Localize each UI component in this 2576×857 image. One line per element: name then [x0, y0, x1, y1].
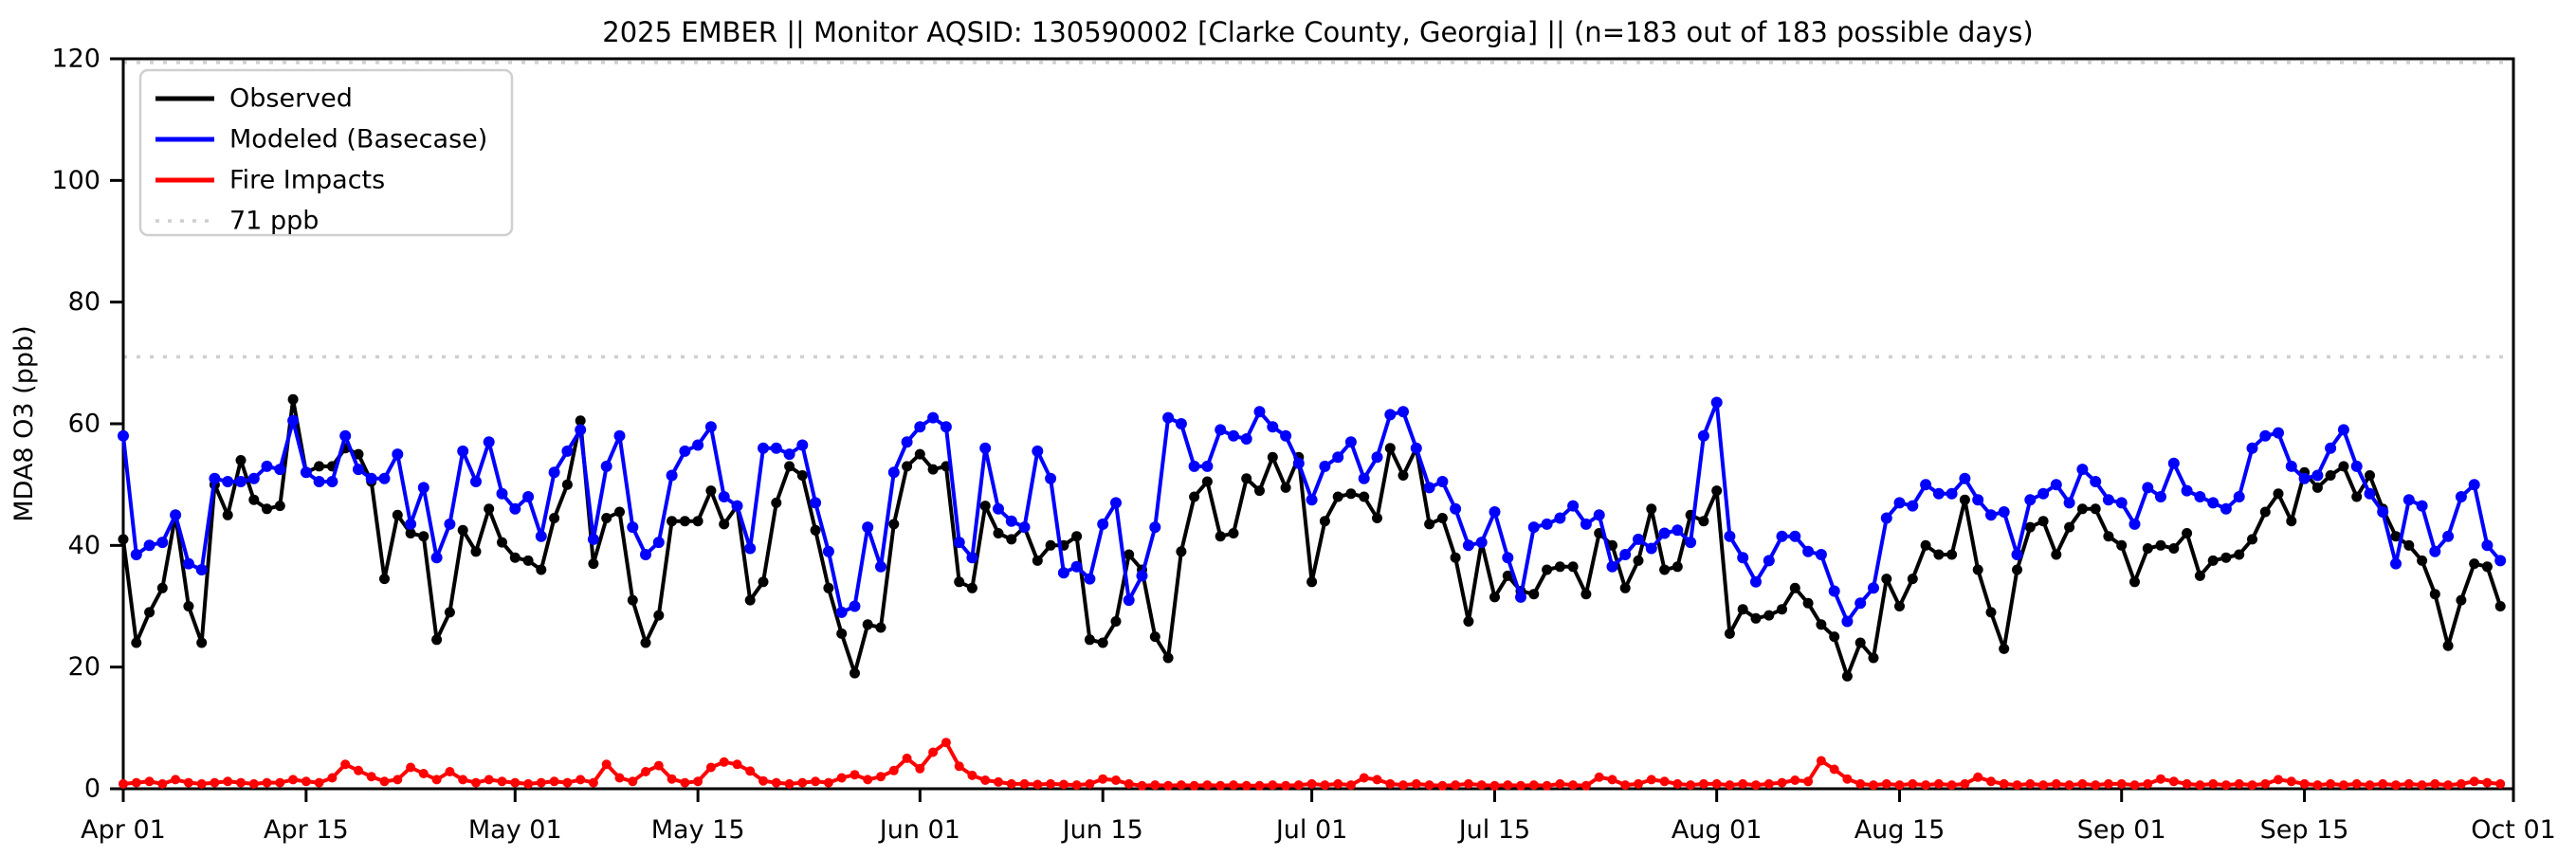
legend-label: Observed [229, 84, 353, 114]
plot-area: 0 20 40 60 80 100 120 Apr 01 Apr 15 May 01 May 15 J… [51, 45, 2555, 846]
x-tick-label: Jul 15 [1457, 815, 1531, 845]
x-tick-label: Sep 01 [2077, 815, 2166, 845]
x-tick-label: May 01 [468, 815, 562, 845]
x-tick-label: Aug 15 [1854, 815, 1946, 845]
legend: Observed Modeled (Basecase) Fire Impacts 71… [138, 68, 514, 237]
observed-line [121, 397, 2503, 679]
legend-item-modeled-basecase-: Modeled (Basecase) [155, 125, 487, 155]
modeled-basecase-line [121, 400, 2503, 624]
observed-markers [118, 393, 2506, 682]
y-axis-label: MDA8 O3 (ppb) [9, 325, 39, 521]
legend-label: Modeled (Basecase) [229, 125, 487, 155]
x-tick-label: Sep 15 [2260, 815, 2349, 845]
y-tick-label: 120 [51, 45, 100, 74]
x-tick-label: Jun 01 [878, 815, 960, 845]
legend-item-fire-impacts: Fire Impacts [155, 166, 385, 195]
series-fire-impacts [119, 738, 2506, 791]
legend-label: 71 ppb [229, 207, 319, 236]
fire-impacts-markers [119, 738, 2506, 791]
modeled-basecase-markers [118, 396, 2507, 628]
x-tick-label: Jul 01 [1274, 815, 1348, 845]
y-axis: 0 20 40 60 80 100 120 [51, 45, 123, 804]
y-tick-label: 40 [68, 531, 100, 560]
legend-item-observed: Observed [155, 84, 353, 114]
x-axis: Apr 01 Apr 15 May 01 May 15 Jun 01 Jun 15 Jul … [81, 789, 2556, 845]
y-tick-label: 0 [84, 775, 100, 804]
y-tick-label: 100 [51, 166, 100, 195]
x-tick-label: Apr 15 [264, 815, 349, 845]
y-tick-label: 80 [68, 287, 100, 317]
y-tick-label: 20 [68, 652, 100, 682]
series-observed [118, 393, 2506, 682]
y-tick-label: 60 [68, 410, 100, 439]
x-tick-label: Jun 15 [1061, 815, 1143, 845]
x-tick-label: May 15 [651, 815, 745, 845]
legend-box [138, 68, 514, 237]
legend-label: Fire Impacts [229, 166, 385, 195]
x-tick-label: Aug 01 [1672, 815, 1763, 845]
x-tick-label: Oct 01 [2471, 815, 2556, 845]
legend-item-71-ppb: 71 ppb [155, 207, 319, 236]
series-modeled-basecase [118, 396, 2507, 628]
chart-title: 2025 EMBER || Monitor AQSID: 130590002 [… [602, 16, 2033, 48]
x-tick-label: Apr 01 [81, 815, 166, 845]
